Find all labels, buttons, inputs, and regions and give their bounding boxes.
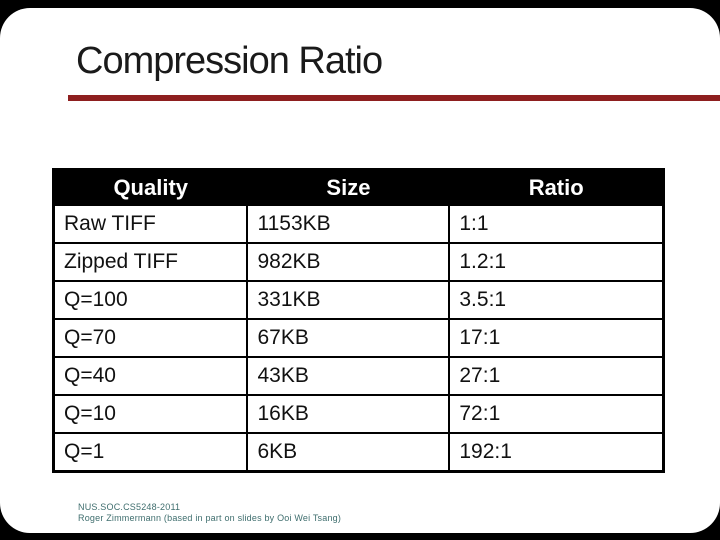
cell-ratio: 3.5:1 — [448, 280, 665, 320]
col-header-ratio: Ratio — [448, 168, 665, 206]
table-header-row: Quality Size Ratio — [52, 168, 665, 206]
table-row: Q=10 16KB 72:1 — [52, 394, 665, 434]
table-row: Raw TIFF 1153KB 1:1 — [52, 204, 665, 244]
cell-quality: Q=100 — [52, 280, 249, 320]
table-row: Zipped TIFF 982KB 1.2:1 — [52, 242, 665, 282]
slide-title: Compression Ratio — [76, 40, 383, 82]
title-underline — [68, 95, 720, 101]
table-row: Q=100 331KB 3.5:1 — [52, 280, 665, 320]
cell-ratio: 1:1 — [448, 204, 665, 244]
slide-footer: NUS.SOC.CS5248-2011 Roger Zimmermann (ba… — [78, 502, 341, 524]
cell-ratio: 72:1 — [448, 394, 665, 434]
compression-ratio-table: Quality Size Ratio Raw TIFF 1153KB 1:1 Z… — [52, 168, 665, 473]
cell-size: 982KB — [246, 242, 451, 282]
cell-quality: Zipped TIFF — [52, 242, 249, 282]
footer-author-credit: Roger Zimmermann (based in part on slide… — [78, 513, 342, 523]
cell-ratio: 27:1 — [448, 356, 665, 396]
cell-size: 1153KB — [246, 204, 451, 244]
slide: Compression Ratio Quality Size Ratio Raw… — [0, 8, 720, 533]
cell-size: 16KB — [246, 394, 451, 434]
table-row: Q=40 43KB 27:1 — [52, 356, 665, 396]
table-row: Q=1 6KB 192:1 — [52, 432, 665, 473]
cell-quality: Q=70 — [52, 318, 249, 358]
cell-size: 6KB — [246, 432, 451, 473]
footer-course-code: NUS.SOC.CS5248-2011 — [78, 502, 181, 512]
table-row: Q=70 67KB 17:1 — [52, 318, 665, 358]
cell-size: 67KB — [246, 318, 451, 358]
cell-ratio: 17:1 — [448, 318, 665, 358]
cell-quality: Q=10 — [52, 394, 249, 434]
col-header-size: Size — [246, 168, 451, 206]
cell-quality: Q=40 — [52, 356, 249, 396]
cell-quality: Raw TIFF — [52, 204, 249, 244]
cell-size: 331KB — [246, 280, 451, 320]
cell-quality: Q=1 — [52, 432, 249, 473]
col-header-quality: Quality — [52, 168, 249, 206]
cell-size: 43KB — [246, 356, 451, 396]
cell-ratio: 192:1 — [448, 432, 665, 473]
cell-ratio: 1.2:1 — [448, 242, 665, 282]
